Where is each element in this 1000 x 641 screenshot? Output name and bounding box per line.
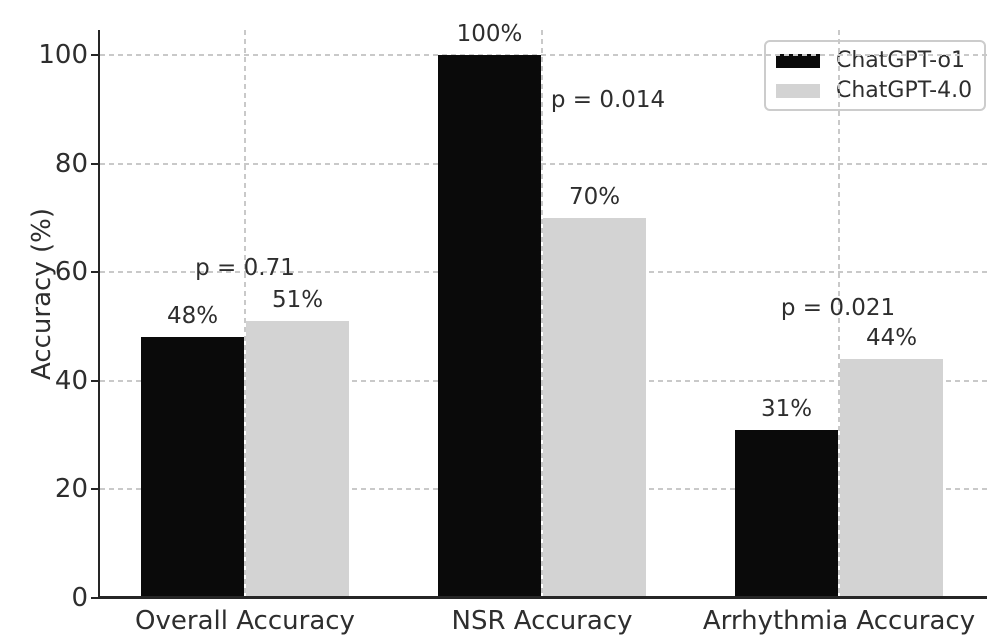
axis-spine-bottom bbox=[98, 596, 987, 599]
legend-swatch-gray bbox=[776, 83, 820, 98]
grid-line-horizontal bbox=[100, 162, 987, 165]
y-tick-label: 80 bbox=[54, 148, 88, 179]
bar-value-label: 100% bbox=[456, 21, 523, 47]
y-tick-label: 60 bbox=[54, 257, 88, 288]
x-tick-label: Overall Accuracy bbox=[135, 606, 355, 636]
y-tick-label: 100 bbox=[38, 40, 88, 70]
bar-chatgpt-o1 bbox=[141, 337, 244, 598]
p-value-label: p = 0.71 bbox=[195, 255, 295, 281]
bar-chatgpt-o1 bbox=[438, 55, 541, 598]
y-axis-tick bbox=[91, 379, 100, 382]
y-axis-title: Accuracy (%) bbox=[27, 208, 57, 380]
bar-chatgpt-4-0 bbox=[840, 359, 943, 598]
y-tick-label: 20 bbox=[54, 474, 88, 505]
legend-label: ChatGPT-4.0 bbox=[836, 78, 973, 103]
p-value-label: p = 0.014 bbox=[550, 87, 666, 113]
bar-value-label: 31% bbox=[760, 395, 813, 422]
x-tick-label: Arrhythmia Accuracy bbox=[702, 606, 976, 636]
bar-value-label: 70% bbox=[568, 183, 621, 210]
bar-value-label: 51% bbox=[271, 287, 324, 314]
y-axis-tick bbox=[91, 488, 100, 491]
grid-line-vertical bbox=[838, 30, 840, 598]
y-axis-tick bbox=[91, 271, 100, 274]
p-value-label: p = 0.021 bbox=[780, 295, 896, 321]
y-tick-label: 40 bbox=[54, 365, 88, 396]
y-axis-tick bbox=[91, 597, 100, 599]
grid-line-vertical bbox=[541, 30, 543, 598]
bar-chatgpt-4-0 bbox=[246, 321, 349, 598]
bar-chatgpt-o1 bbox=[735, 429, 838, 598]
bar-chatgpt-4-0 bbox=[543, 217, 646, 598]
grid-line-horizontal bbox=[100, 54, 987, 56]
bar-value-label: 44% bbox=[865, 325, 918, 352]
legend: ChatGPT-o1 ChatGPT-4.0 bbox=[764, 40, 986, 111]
axis-spine-left bbox=[98, 30, 100, 598]
grid-line-vertical bbox=[244, 30, 246, 598]
legend-label: ChatGPT-o1 bbox=[836, 48, 965, 73]
y-tick-label: 0 bbox=[71, 583, 88, 613]
bar-value-label: 48% bbox=[166, 303, 219, 330]
y-axis-tick bbox=[91, 54, 100, 56]
legend-swatch-black bbox=[776, 53, 820, 68]
y-axis-tick bbox=[91, 162, 100, 165]
legend-entry-chatgpt-40: ChatGPT-4.0 bbox=[776, 78, 984, 104]
x-tick-label: NSR Accuracy bbox=[451, 606, 633, 636]
legend-entry-chatgpt-o1: ChatGPT-o1 bbox=[776, 48, 984, 74]
